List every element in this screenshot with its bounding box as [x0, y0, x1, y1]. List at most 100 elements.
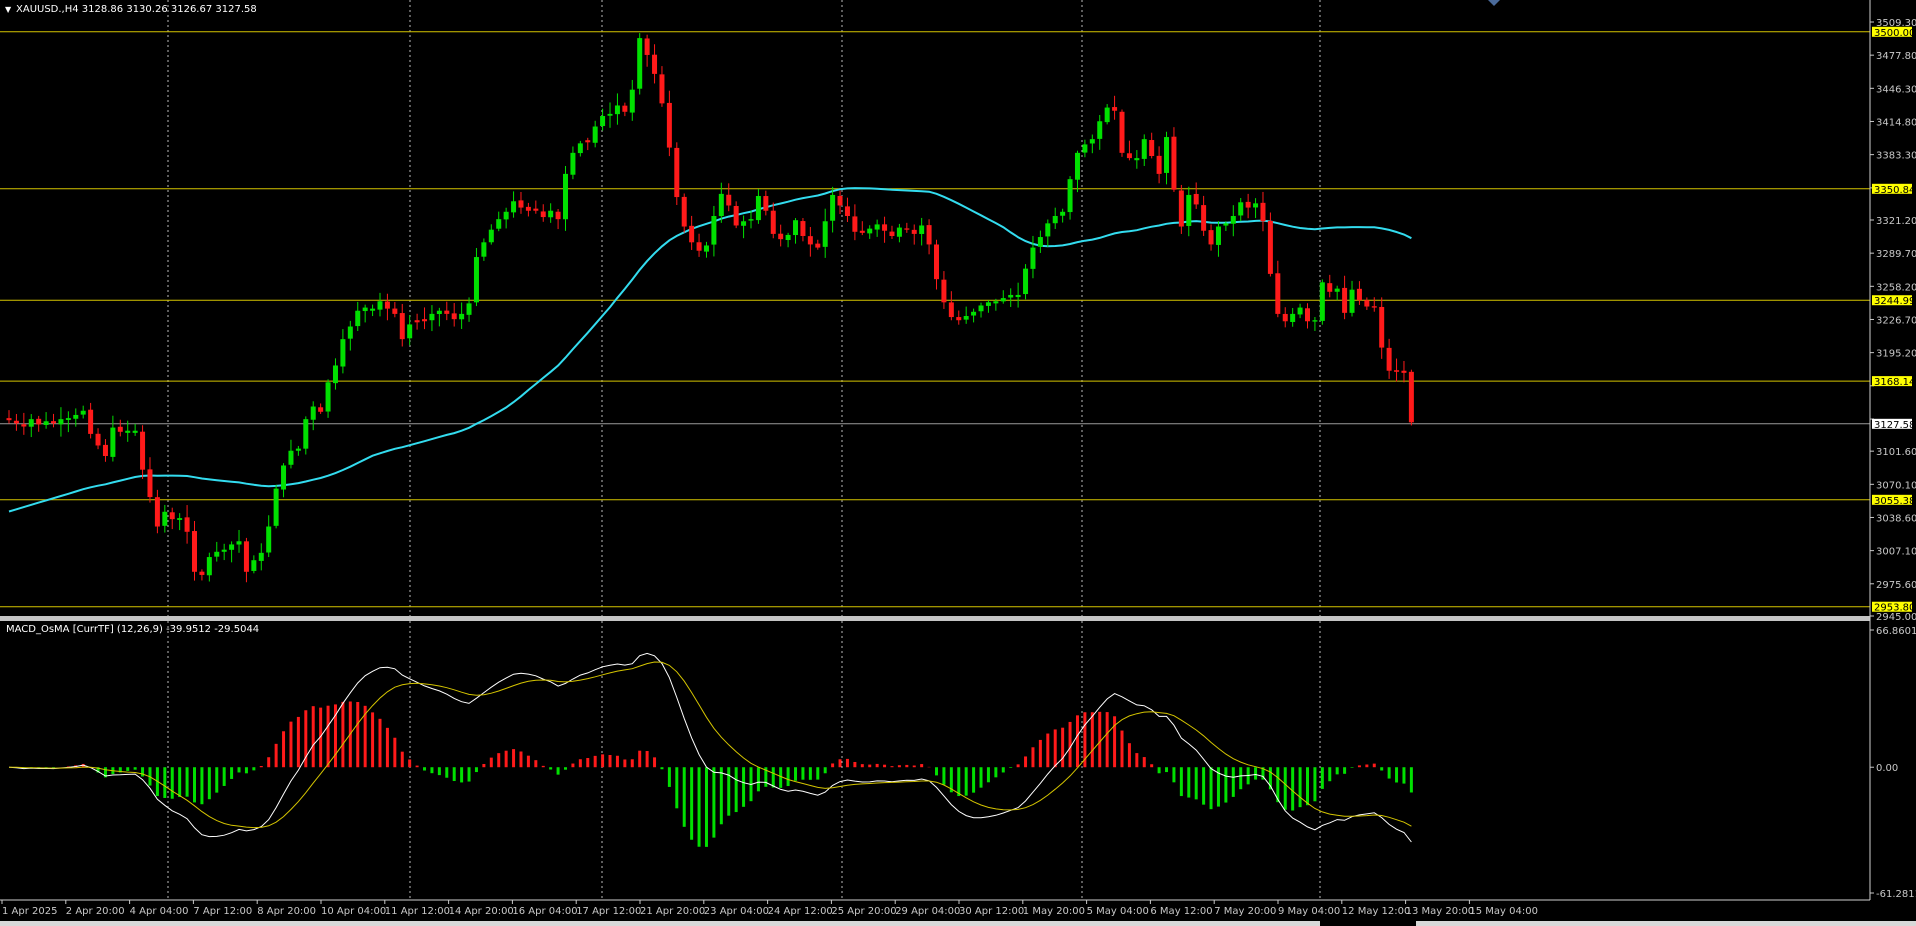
- candle-body: [666, 102, 672, 148]
- time-tick-label: 4 Apr 04:00: [130, 906, 189, 917]
- candle-body: [28, 419, 34, 427]
- candle-body: [51, 421, 57, 424]
- candle-body: [1097, 121, 1103, 139]
- candle-body: [822, 221, 828, 247]
- time-tick-label: 5 May 04:00: [1087, 906, 1149, 917]
- candle-body: [1334, 288, 1340, 292]
- macd-line: [8, 652, 1412, 843]
- candle-body: [867, 228, 873, 234]
- candle-body: [1290, 313, 1296, 323]
- price-pane[interactable]: 3509.30 3477.80 3446.30 3414.80 3383.30 3321.…: [0, 0, 1916, 623]
- candle-body: [147, 469, 153, 498]
- time-tick-label: 15 May 04:00: [1469, 906, 1538, 917]
- candle-body: [807, 236, 813, 245]
- macd-lines: [8, 652, 1412, 843]
- status-strip: [0, 921, 1916, 926]
- candle-body: [1015, 294, 1021, 298]
- candle-body: [407, 324, 413, 339]
- candle-body: [1356, 288, 1362, 301]
- level-tag-bg: [1872, 376, 1912, 387]
- status-strip-gap: [1320, 921, 1416, 926]
- candle-body: [199, 571, 205, 575]
- level-tag-label: 2953.80: [1874, 603, 1915, 614]
- candle-body: [941, 279, 947, 303]
- time-tick-label: 12 May 12:00: [1342, 906, 1411, 917]
- time-tick-label: 24 Apr 12:00: [768, 906, 833, 917]
- horizontal-levels[interactable]: [0, 31, 1870, 608]
- macd-axis: 66.8601 0.00 -61.2811: [1870, 626, 1916, 900]
- candle-body: [236, 541, 242, 545]
- candle-body: [614, 105, 620, 115]
- candle-body: [65, 418, 71, 420]
- candle-body: [1275, 273, 1281, 314]
- candle-body: [711, 216, 717, 245]
- candle-body: [1112, 107, 1118, 111]
- macd-title: MACD_OsMA [CurrTF] (12,26,9) -39.9512 -2…: [6, 624, 259, 635]
- candle-body: [177, 518, 183, 520]
- level-tag-bg: [1872, 295, 1912, 306]
- candle-body: [13, 420, 19, 424]
- candles: [6, 33, 1414, 583]
- level-tag-bg: [1872, 494, 1912, 505]
- candle-body: [1074, 152, 1080, 180]
- candle-body: [258, 552, 264, 561]
- candle-body: [436, 310, 442, 315]
- current-price-tag: 3127.58: [1872, 418, 1915, 431]
- candle-body: [748, 219, 754, 221]
- candle-body: [1178, 190, 1184, 227]
- candle-body: [674, 147, 680, 198]
- macd-tick-label: 0.00: [1876, 763, 1898, 774]
- candle-body: [837, 195, 843, 206]
- candle-body: [1238, 202, 1244, 216]
- candle-body: [422, 319, 428, 322]
- candle-body: [221, 549, 227, 552]
- candle-body: [332, 365, 338, 384]
- pane-divider[interactable]: [0, 616, 1870, 621]
- candle-body: [36, 418, 42, 425]
- candle-body: [399, 313, 405, 340]
- candle-body: [592, 126, 598, 143]
- candle-body: [1037, 237, 1043, 247]
- moving-average: [8, 187, 1412, 513]
- candle-body: [874, 224, 880, 230]
- candle-body: [563, 173, 568, 220]
- candle-body: [503, 211, 509, 220]
- macd-pane[interactable]: 66.8601 0.00 -61.2811 MACD_OsMA [CurrTF] (…: [6, 621, 1916, 900]
- title-text: XAUUSD.,H4 3128.86 3130.26 3126.67 3127.…: [16, 4, 257, 15]
- candle-body: [73, 414, 79, 419]
- candle-body: [1319, 282, 1325, 321]
- shift-marker-icon[interactable]: [1488, 0, 1500, 6]
- candle-body: [555, 211, 561, 220]
- candle-body: [229, 544, 235, 550]
- candle-body: [184, 517, 190, 532]
- candle-body: [607, 113, 613, 116]
- candle-body: [1149, 140, 1155, 156]
- candle-body: [481, 242, 487, 257]
- chart-title: ▼ XAUUSD.,H4 3128.86 3130.26 3126.67 312…: [5, 4, 257, 15]
- price-tick-label: 2945.00: [1876, 612, 1916, 623]
- candle-body: [1312, 320, 1318, 322]
- candle-body: [689, 225, 695, 243]
- candle-body: [43, 421, 49, 425]
- candle-body: [718, 193, 724, 217]
- candle-body: [852, 216, 858, 232]
- time-tick-label: 21 Apr 20:00: [640, 906, 705, 917]
- candle-body: [6, 418, 12, 421]
- candle-body: [741, 221, 747, 226]
- candle-body: [659, 74, 665, 104]
- candle-body: [889, 231, 895, 236]
- price-tick-label: 3446.30: [1876, 84, 1916, 95]
- time-tick-label: 1 Apr 2025: [2, 906, 57, 917]
- candle-body: [1023, 268, 1029, 295]
- candle-body: [733, 206, 739, 226]
- candle-body: [473, 257, 479, 303]
- price-tick-label: 3321.20: [1876, 216, 1916, 227]
- candle-body: [1208, 230, 1214, 245]
- candle-body: [1394, 370, 1400, 372]
- candle-body: [310, 406, 316, 420]
- candle-body: [1008, 294, 1014, 298]
- candle-body: [518, 200, 524, 208]
- title-icon[interactable]: ▼: [5, 5, 12, 14]
- time-tick-label: 17 Apr 12:00: [576, 906, 641, 917]
